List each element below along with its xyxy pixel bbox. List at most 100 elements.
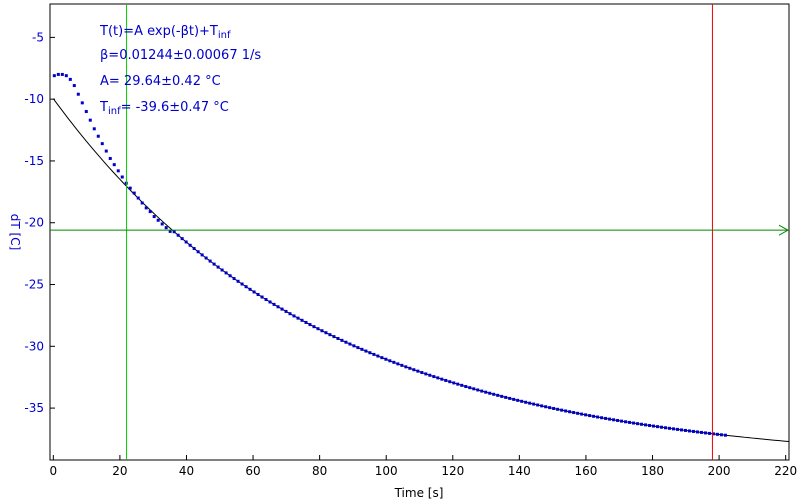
y-tick-label: -35 <box>24 401 44 415</box>
data-point <box>488 391 492 395</box>
data-point <box>96 134 100 138</box>
data-point <box>516 398 520 402</box>
data-point <box>188 243 192 247</box>
data-point <box>108 156 112 160</box>
data-point <box>388 359 392 363</box>
amplitude-annotation: A= 29.64±0.42 °C <box>100 74 221 89</box>
data-point <box>452 381 456 385</box>
data-point <box>687 429 691 433</box>
y-tick-label: -25 <box>24 278 44 292</box>
data-point <box>288 312 292 316</box>
data-point <box>248 287 252 291</box>
data-point <box>328 333 332 337</box>
data-point <box>156 218 160 222</box>
data-point <box>160 222 164 226</box>
data-point <box>204 256 208 260</box>
data-point <box>564 409 568 413</box>
data-point <box>432 375 436 379</box>
data-point <box>644 423 648 427</box>
data-point <box>468 386 472 390</box>
data-point <box>544 405 548 409</box>
data-point <box>699 430 703 434</box>
data-point <box>552 406 556 410</box>
x-tick-label: 180 <box>641 464 664 478</box>
x-tick-label: 0 <box>50 464 58 478</box>
data-point <box>264 298 268 302</box>
data-point <box>668 426 671 430</box>
data-point <box>640 422 644 426</box>
data-point <box>136 196 140 200</box>
data-point <box>652 424 656 428</box>
data-point <box>476 388 480 392</box>
data-point <box>364 349 368 353</box>
data-point <box>600 416 604 420</box>
data-point <box>424 372 428 376</box>
data-point <box>520 399 524 403</box>
data-point <box>616 418 620 422</box>
data-point <box>60 72 64 76</box>
data-point <box>636 422 640 426</box>
data-point <box>300 318 304 322</box>
data-point <box>524 400 528 404</box>
data-point <box>296 316 300 320</box>
data-point <box>628 420 632 424</box>
data-point <box>276 305 280 309</box>
data-point <box>196 250 200 254</box>
data-point <box>384 357 388 361</box>
x-tick-label: 140 <box>508 464 531 478</box>
y-tick-label: -20 <box>24 216 44 230</box>
data-point <box>184 240 188 244</box>
data-point <box>176 233 180 237</box>
data-point <box>208 259 212 263</box>
data-point <box>404 365 408 369</box>
data-point <box>412 368 416 372</box>
data-point <box>604 416 608 420</box>
x-tick-label: 80 <box>312 464 327 478</box>
data-point <box>304 320 308 324</box>
data-point <box>436 376 440 380</box>
data-point <box>308 323 312 327</box>
y-tick-label: -15 <box>24 154 44 168</box>
data-point <box>500 394 504 398</box>
data-point <box>568 410 572 414</box>
data-point <box>368 351 372 355</box>
data-point <box>504 395 508 399</box>
data-point <box>664 426 667 430</box>
horizontal-cursor-arrowhead <box>778 224 790 236</box>
data-point <box>588 414 592 418</box>
data-point <box>200 253 204 257</box>
data-point <box>484 390 488 394</box>
data-point <box>376 354 380 358</box>
x-tick-label: 20 <box>112 464 127 478</box>
data-point <box>84 110 88 114</box>
data-point <box>344 340 348 344</box>
data-point <box>92 127 96 131</box>
data-point <box>256 293 260 297</box>
data-point <box>548 406 552 410</box>
data-point <box>492 392 496 396</box>
data-point <box>172 230 176 234</box>
x-tick-label: 100 <box>375 464 398 478</box>
data-point <box>512 397 516 401</box>
data-point <box>392 360 396 364</box>
data-point <box>280 307 284 311</box>
data-point <box>464 385 468 389</box>
data-point <box>244 285 248 289</box>
data-point <box>360 347 364 351</box>
data-point <box>252 290 256 294</box>
data-point <box>132 191 136 195</box>
data-point <box>240 282 244 286</box>
data-point <box>428 373 432 377</box>
data-point <box>508 396 512 400</box>
data-point <box>532 402 536 406</box>
data-point <box>695 430 699 434</box>
data-point <box>180 237 184 241</box>
data-point <box>140 201 144 205</box>
data-point <box>116 169 120 173</box>
data-point <box>120 175 124 179</box>
data-point <box>711 432 715 436</box>
data-point <box>496 393 500 397</box>
data-point <box>224 271 228 275</box>
data-point <box>340 338 344 342</box>
